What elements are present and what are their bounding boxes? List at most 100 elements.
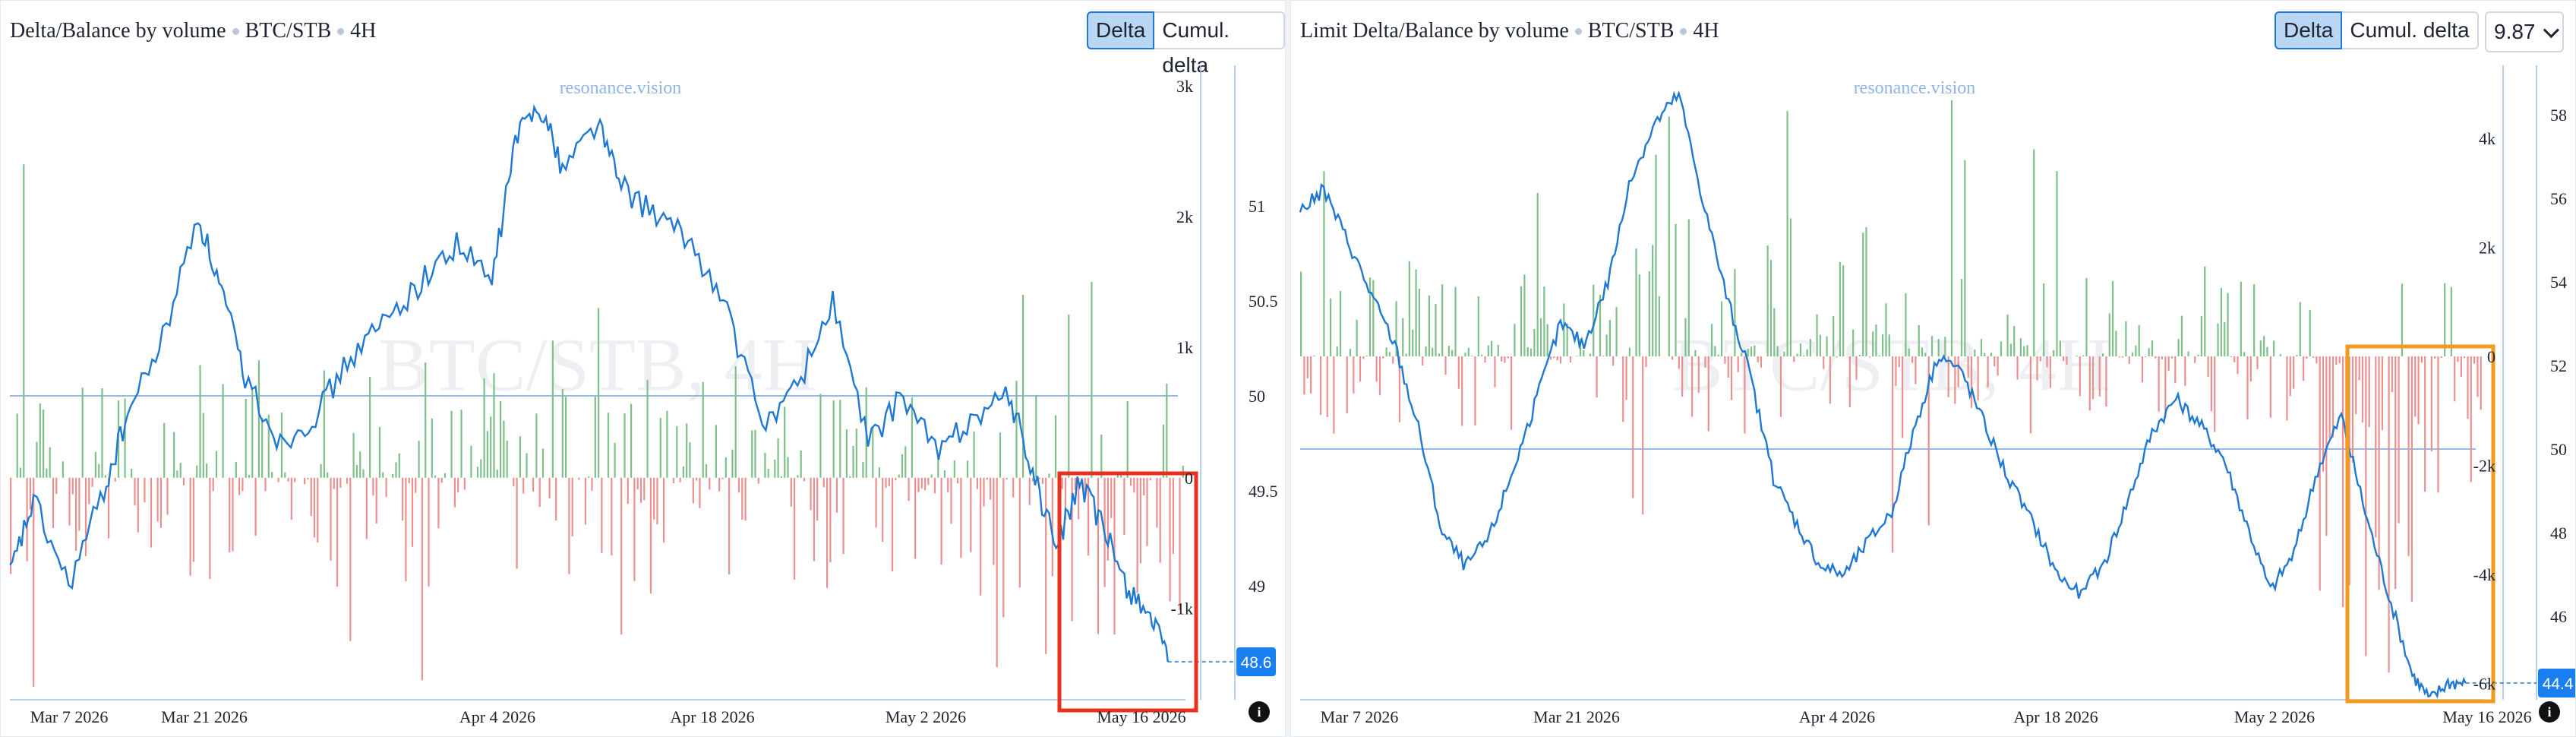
delta-bar (284, 472, 286, 478)
delta-bar (339, 477, 342, 489)
delta-bar (578, 477, 580, 480)
delta-bar (800, 450, 802, 478)
delta-bar (1608, 320, 1612, 357)
delta-bar (1078, 477, 1080, 520)
delta-bar (787, 457, 789, 478)
delta-bar (52, 477, 55, 529)
delta-bar (1504, 356, 1506, 363)
delta-bar (1382, 356, 1384, 359)
delta-bar (408, 477, 410, 483)
delta-bar (551, 340, 554, 478)
delta-bar (1596, 356, 1598, 398)
delta-bar (885, 477, 887, 489)
delta-tick-label: 2k (1176, 207, 1193, 226)
delta-bar (1937, 339, 1940, 357)
delta-bar (1435, 303, 1437, 357)
delta-bar (405, 477, 407, 582)
threshold-select[interactable]: 9.87 (2485, 11, 2564, 52)
delta-bar (411, 477, 414, 547)
delta-bar (1510, 356, 1513, 430)
delta-bar (2128, 356, 2130, 364)
delta-bar (506, 440, 508, 478)
delta-bar (84, 477, 87, 556)
tab-delta[interactable]: Delta (2275, 11, 2343, 49)
delta-bar (346, 477, 349, 484)
delta-bar (826, 477, 829, 588)
delta-bar (2118, 356, 2120, 358)
delta-bar (1710, 324, 1713, 357)
delta-bar (1159, 477, 1161, 563)
delta-bar (953, 460, 955, 478)
delta-bar (692, 477, 694, 504)
delta-bar (917, 477, 920, 492)
delta-bar (1549, 356, 1552, 360)
delta-bar (440, 477, 443, 483)
delta-bar (1326, 356, 1328, 417)
delta-bar (1484, 356, 1486, 363)
mode-toggle: Delta Cumul. delta (2275, 11, 2479, 49)
delta-bar (526, 453, 528, 478)
price-tick-label: 51 (1249, 197, 1265, 216)
delta-bar (1977, 356, 1979, 401)
delta-bar (803, 477, 806, 482)
price-badge (1236, 647, 1276, 676)
delta-bar (930, 474, 933, 478)
delta-bar (26, 477, 28, 561)
delta-bar (862, 462, 864, 478)
delta-bar (355, 464, 358, 478)
tab-delta[interactable]: Delta (1087, 11, 1155, 49)
delta-bar (2210, 356, 2212, 412)
delta-bar (1179, 477, 1181, 610)
delta-bar (2138, 324, 2140, 357)
mode-toggle: Delta Cumul. delta (1087, 11, 1285, 77)
delta-bars (1300, 100, 2482, 673)
delta-bar (561, 389, 564, 478)
delta-bar (16, 413, 18, 478)
delta-bar (2174, 356, 2177, 384)
info-icon[interactable]: i (1249, 701, 1270, 723)
delta-bar (686, 423, 688, 478)
delta-bar (1136, 477, 1138, 593)
delta-bar (114, 477, 116, 482)
delta-bar (131, 469, 133, 478)
chart-canvas[interactable]: BTC/STB, 4Hresonance.vision48.63k2k1k0-1… (1, 1, 1286, 737)
delta-bar (1162, 424, 1165, 478)
delta-bar (29, 477, 31, 510)
delta-bar (888, 477, 890, 486)
price-tick-label: 50 (2550, 440, 2567, 459)
delta-bar (1467, 347, 1470, 357)
delta-bar (327, 472, 329, 478)
delta-bar (2480, 356, 2482, 410)
delta-bar (1068, 314, 1070, 478)
delta-bar (1672, 356, 1674, 360)
delta-bar (415, 477, 417, 493)
delta-bar (2460, 356, 2462, 378)
delta-bar (1901, 356, 1904, 438)
delta-bar (71, 477, 74, 495)
delta-tick-label: -4k (2473, 565, 2496, 584)
delta-bar (418, 441, 420, 478)
delta-bar (1035, 394, 1037, 478)
chart-canvas[interactable]: BTC/STB, 4Hresonance.vision44.44k2k0-2k-… (1291, 1, 2576, 737)
info-icon[interactable]: i (2539, 701, 2560, 723)
tab-cumul-delta[interactable]: Cumul. delta (2342, 11, 2479, 49)
delta-bar (453, 477, 456, 508)
delta-bar (598, 308, 600, 478)
delta-bar (908, 477, 910, 501)
delta-bar (444, 473, 447, 478)
delta-bar (1757, 356, 1759, 362)
delta-bar (519, 436, 521, 478)
delta-bar (2026, 345, 2028, 357)
delta-bar (2454, 356, 2456, 402)
delta-bar (2299, 302, 2301, 357)
delta-bar (2470, 356, 2472, 482)
delta-bar (1734, 269, 1736, 357)
delta-bar (235, 461, 237, 478)
delta-bar (2414, 356, 2417, 417)
delta-bar (349, 477, 352, 641)
delta-bar (633, 477, 636, 581)
delta-bar (1806, 349, 1808, 357)
delta-bar (1333, 356, 1335, 434)
tab-cumul-delta[interactable]: Cumul. delta (1154, 11, 1285, 77)
delta-bar (1356, 319, 1358, 357)
